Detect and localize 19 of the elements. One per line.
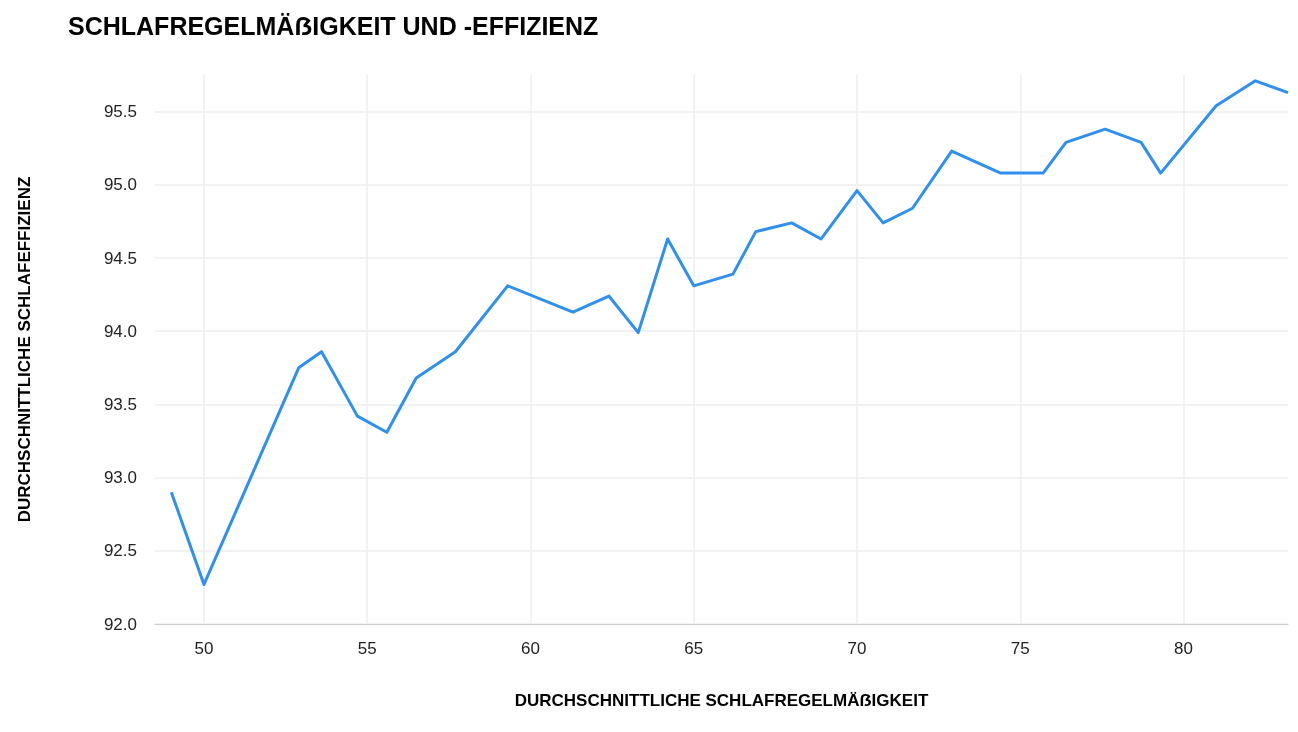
y-tick-label: 93.0 — [103, 468, 137, 488]
y-tick-label: 94.0 — [103, 321, 137, 341]
x-tick-label: 50 — [194, 639, 214, 658]
x-tick-label: 60 — [521, 639, 540, 658]
y-axis-title: DURCHSCHNITTLICHE SCHLAFEFFIZIENZ — [15, 176, 34, 523]
y-tick-label: 94.5 — [103, 248, 137, 268]
line-series — [169, 79, 1290, 586]
y-tick-label: 92.5 — [103, 541, 137, 561]
x-tick-label: 55 — [357, 639, 377, 658]
chart-title: SCHLAFREGELMÄẞIGKEIT UND -EFFIZIENZ — [68, 11, 599, 40]
x-axis-title: DURCHSCHNITTLICHE SCHLAFREGELMÄẞIGKEIT — [514, 691, 929, 710]
y-tick-label: 95.0 — [103, 175, 137, 195]
y-tick-label: 93.5 — [103, 394, 137, 414]
y-tick-label: 92.0 — [103, 614, 137, 634]
x-tick-label: 75 — [1010, 639, 1030, 658]
x-tick-label: 70 — [847, 639, 867, 658]
x-tick-label: 80 — [1174, 639, 1193, 658]
y-tick-label: 95.5 — [103, 102, 137, 122]
x-tick-label: 65 — [684, 639, 704, 658]
